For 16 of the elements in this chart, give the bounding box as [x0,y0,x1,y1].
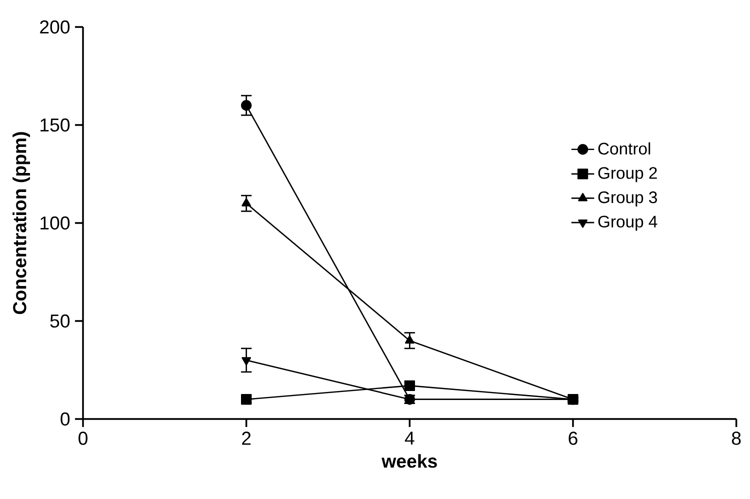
y-tick-label: 50 [50,314,70,328]
x-axis-title: weeks [382,454,437,468]
y-axis-title: Concentration (ppm) [12,132,30,314]
x-tick-label: 8 [732,432,741,445]
legend-label: Control [598,142,650,155]
y-tick-label: 100 [40,216,70,230]
x-tick-label: 2 [242,432,251,445]
x-tick-label: 4 [404,432,414,445]
legend-label: Group 4 [598,216,658,231]
x-tick-label: 0 [78,432,88,445]
y-tick-label: 150 [40,118,70,132]
legend-label: Group 2 [598,167,657,182]
legend-label: Group 3 [598,191,657,206]
y-tick-label: 0 [60,412,70,426]
y-tick-label: 200 [40,20,70,34]
x-tick-label: 6 [568,432,578,445]
